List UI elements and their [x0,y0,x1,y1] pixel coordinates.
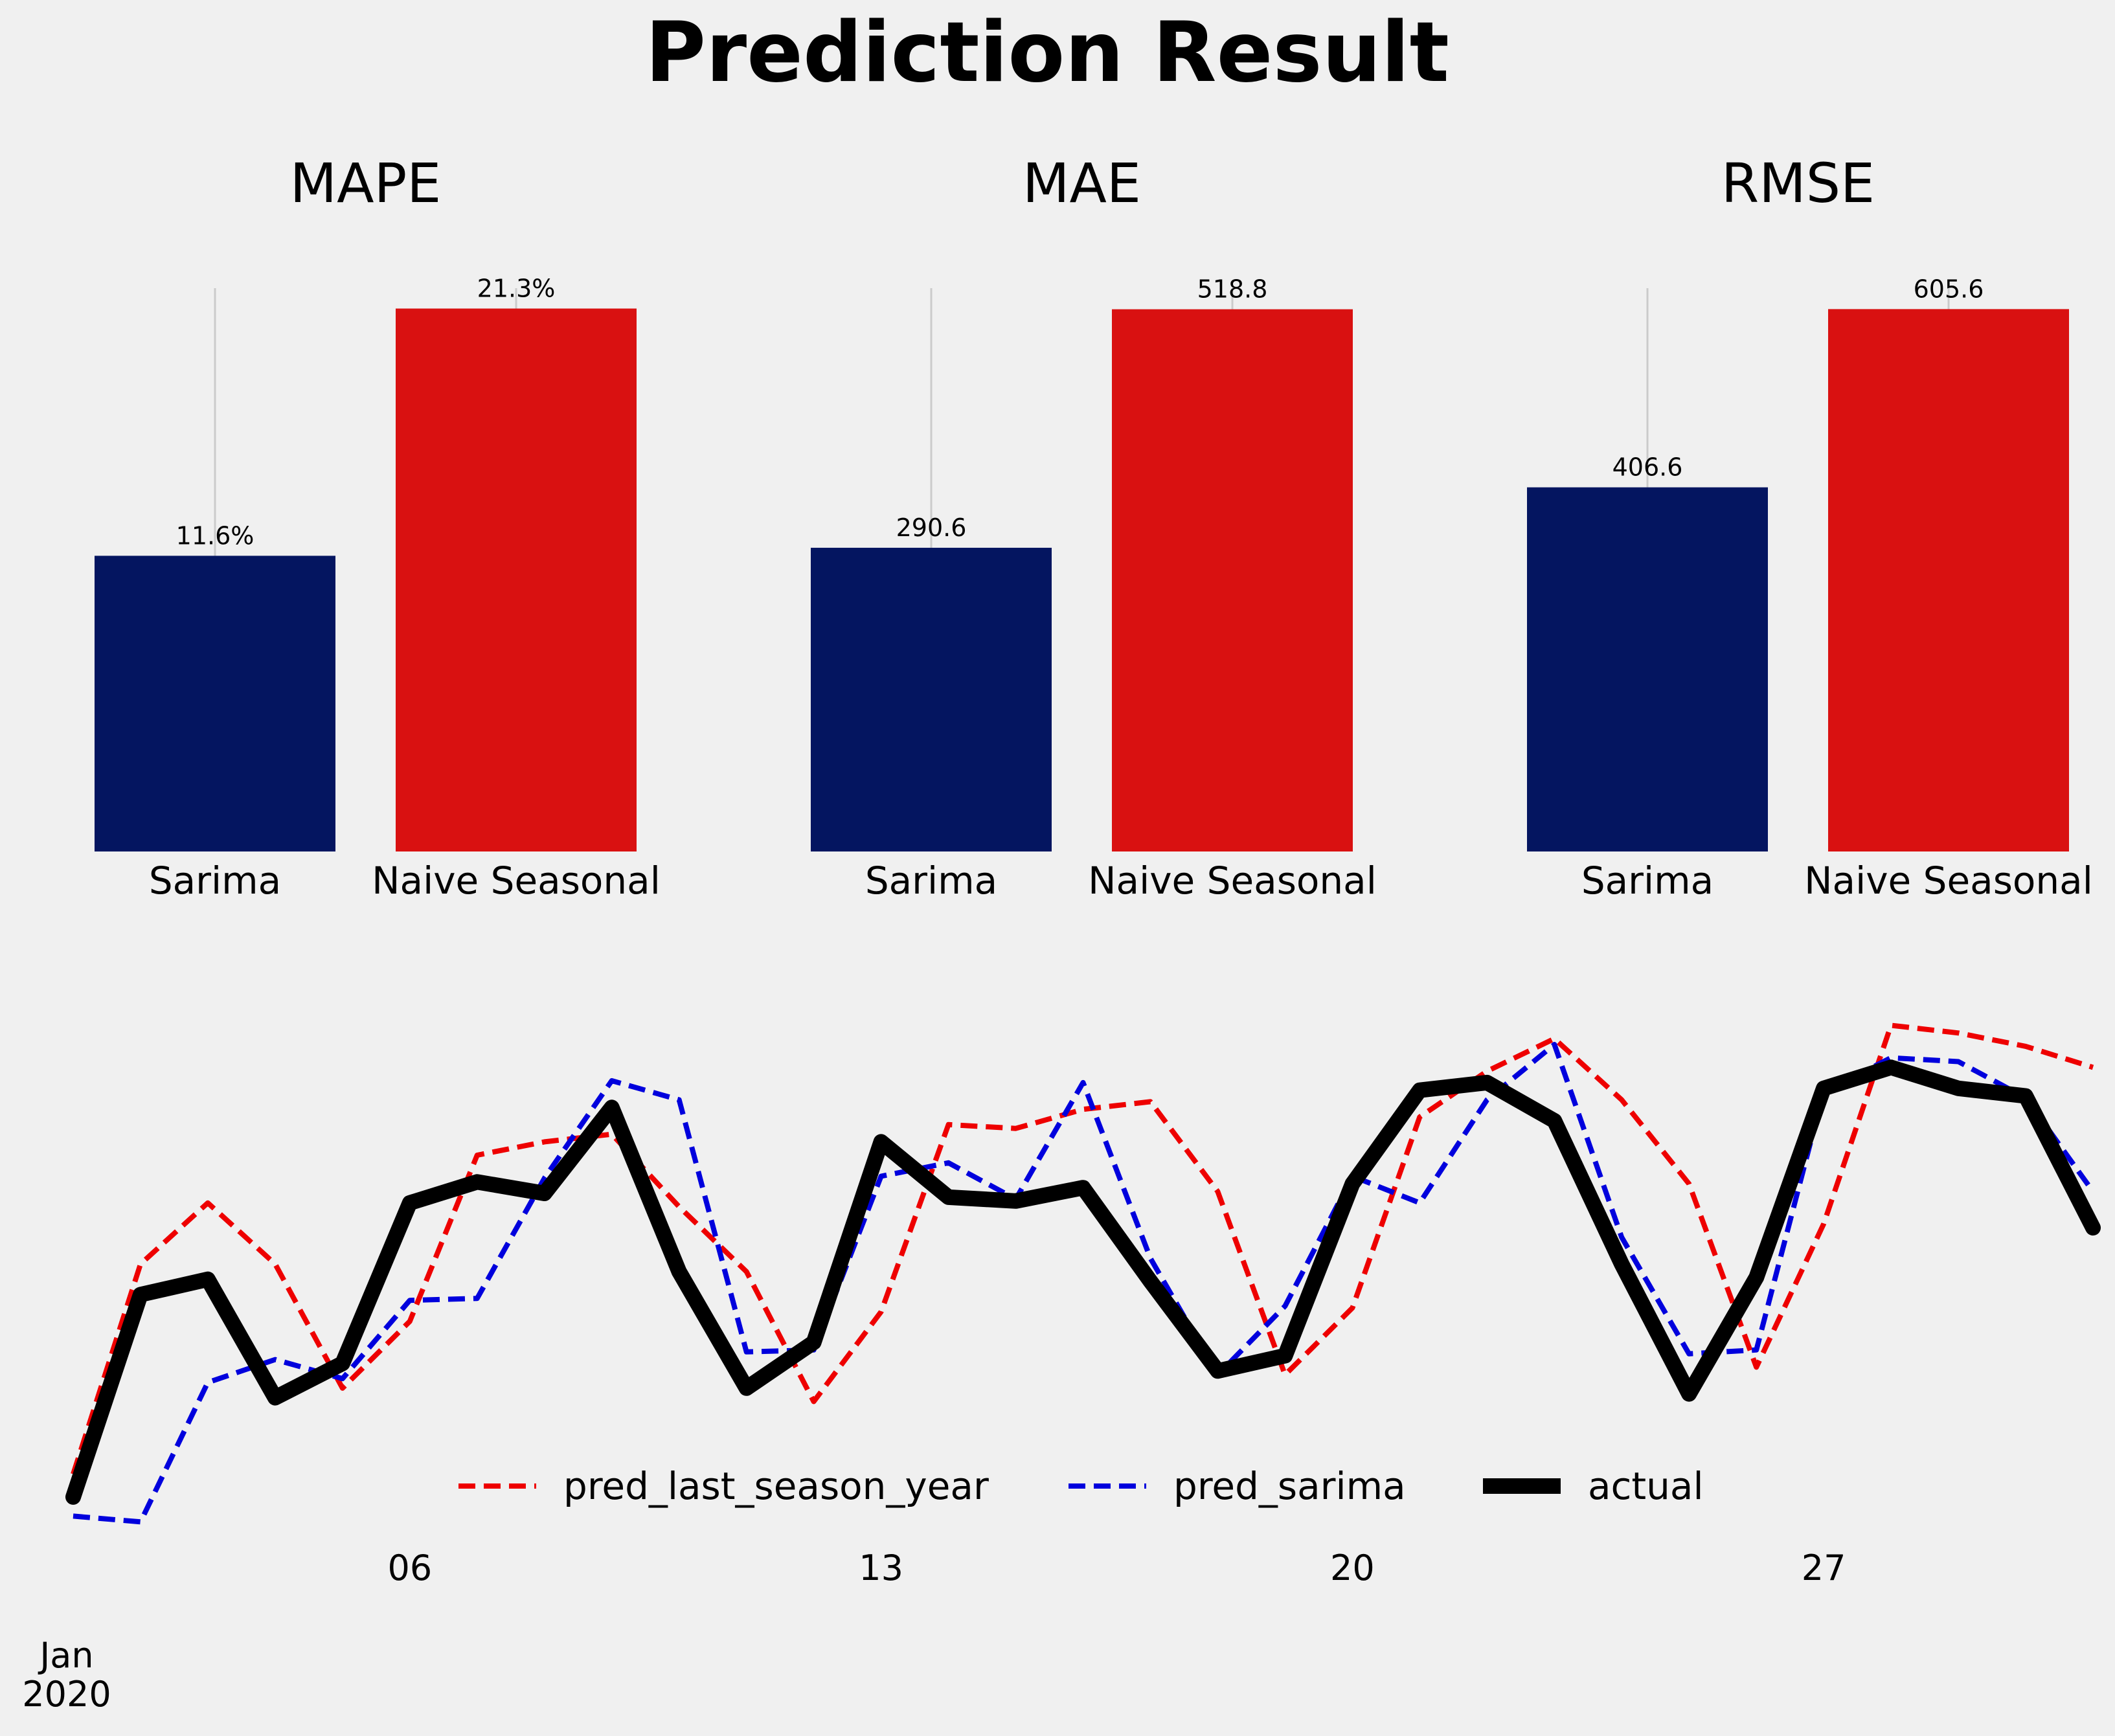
bar-naive-seasonal [1112,309,1353,851]
panel-title: RMSE [1721,152,1875,215]
bar-value-label: 605.6 [1914,275,1984,303]
bar-sarima [811,547,1052,851]
bar-panel-mae: MAE 290.6 Sarima 518.8 Naive Seasonal [811,152,1377,903]
bar-panel-mape: MAPE 11.6% Sarima 21.3% Naive Seasonal [95,152,661,903]
legend: pred_last_season_year pred_sarima actual [458,1464,1704,1508]
x-year-label: 2020 [22,1674,111,1715]
bar-value-label: 11.6% [176,521,254,550]
legend-item-pred-last-season-year: pred_last_season_year [458,1464,989,1508]
bar-value-label: 21.3% [477,274,556,302]
figure-title: Prediction Result [645,5,1449,101]
x-tick-label: 20 [1330,1548,1375,1588]
legend-label: pred_last_season_year [563,1464,989,1508]
panel-title: MAE [1023,152,1141,215]
legend-item-actual: actual [1483,1464,1704,1508]
legend-label: pred_sarima [1173,1464,1406,1508]
category-label: Sarima [1581,859,1713,903]
bar-value-label: 518.8 [1197,275,1268,304]
bar-sarima [95,556,335,851]
category-label: Naive Seasonal [372,859,661,903]
panel-title: MAPE [290,152,442,215]
category-label: Naive Seasonal [1804,859,2093,903]
x-tick-label: 13 [859,1548,903,1588]
series-line-pred-sarima [73,1042,2096,1525]
category-label: Naive Seasonal [1088,859,1377,903]
bar-naive-seasonal [396,308,637,851]
series-line-actual [65,1059,2101,1505]
bar-value-label: 406.6 [1612,453,1683,482]
category-label: Sarima [865,859,997,903]
x-month-label: Jan [38,1635,93,1676]
bar-panels: MAPE 11.6% Sarima 21.3% Naive Seasonal MAE 290… [95,152,2093,903]
series-line-pred-last-season-year [71,1022,2094,1475]
bar-naive-seasonal [1828,309,2069,851]
bar-panel-rmse: RMSE 406.6 Sarima 605.6 Naive Seasonal [1527,152,2093,903]
bar-sarima [1527,487,1768,851]
bar-value-label: 290.6 [896,513,967,542]
legend-item-pred-sarima: pred_sarima [1069,1464,1406,1508]
category-label: Sarima [149,859,281,903]
x-tick-label: 27 [1802,1548,1846,1588]
legend-label: actual [1588,1464,1704,1508]
x-tick-label: 06 [387,1548,432,1588]
